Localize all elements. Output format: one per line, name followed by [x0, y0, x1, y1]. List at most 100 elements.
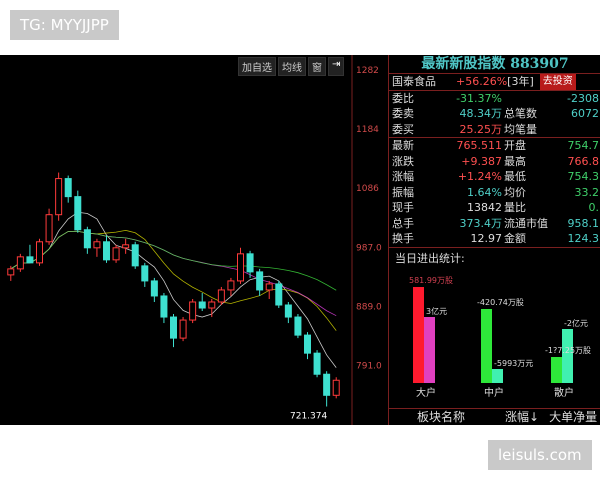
window-button[interactable]: 窗	[308, 57, 326, 76]
quote-row: 换手 12.97 金额 124.3	[389, 231, 600, 247]
index-title: 最新新股指数 883907	[389, 55, 600, 74]
quote-row: 振幅 1.64% 均价 33.2	[389, 185, 600, 201]
period: [3年]	[507, 75, 534, 88]
sector-header: 板块名称 涨幅↓ 大单净量	[389, 408, 600, 425]
add-watchlist-button[interactable]: 加自选	[238, 57, 276, 76]
watermark-bottom: leisuls.com	[488, 440, 592, 470]
candle	[103, 235, 110, 263]
amount-bar	[424, 317, 435, 383]
stock-name[interactable]: 国泰食品	[392, 75, 436, 88]
quote-value-2: 754.3	[567, 170, 600, 183]
quote-label: 振幅	[392, 185, 414, 199]
shares-label: -420.74万股	[477, 298, 524, 307]
quote-value-2: 124.3	[567, 232, 600, 245]
quote-value-2: 766.8	[567, 154, 600, 168]
candle	[112, 244, 120, 263]
candle	[284, 301, 292, 324]
shares-bar	[551, 357, 562, 383]
quote-label-2: 流通市值	[504, 216, 548, 230]
quote-label-2: 均笔量	[504, 122, 537, 136]
candle	[36, 238, 43, 266]
quote-label: 涨跌	[392, 154, 414, 168]
candle	[313, 350, 321, 378]
amount-bar	[492, 369, 503, 383]
quote-value-2: 958.1	[567, 216, 600, 230]
stock-panel: 1282 1184 1086 987.0 889.0 791.0 721.374 加自选 均…	[0, 55, 600, 425]
candle	[227, 277, 235, 296]
quote-row: 总手 373.4万 流通市值 958.1	[389, 216, 600, 232]
shares-bar	[481, 309, 492, 383]
amount-label: -2亿元	[564, 318, 588, 328]
candle	[141, 262, 149, 287]
candle	[160, 292, 168, 324]
quote-label: 总手	[392, 216, 414, 230]
candle	[45, 208, 53, 245]
y-tick-label: 791.0	[356, 362, 382, 372]
quote-value-2: 6072	[571, 107, 599, 120]
quote-row: 涨跌 +9.387 最高 766.8	[389, 154, 600, 170]
header-change[interactable]: 涨幅↓	[505, 410, 540, 424]
quote-label-2: 金额	[504, 232, 526, 245]
quote-value: +1.24%	[457, 170, 502, 183]
quote-value: 13842	[467, 201, 502, 214]
stock-change: +56.26%	[456, 75, 508, 88]
y-tick-label: 1282	[356, 66, 379, 76]
candle	[323, 371, 331, 407]
header-sector-name[interactable]: 板块名称	[417, 410, 466, 424]
moving-average-button[interactable]: 均线	[278, 57, 306, 76]
invest-button[interactable]: 去投资	[539, 74, 576, 90]
candle	[55, 172, 63, 221]
quote-value: 12.97	[470, 232, 503, 245]
quote-value: 1.64%	[467, 185, 502, 199]
header-net-volume[interactable]: 大单净量	[549, 410, 598, 424]
group-name: 大户	[416, 386, 436, 399]
amount-label: 3亿元	[426, 306, 447, 316]
chart-toolbar: 加自选 均线 窗 ⇥	[238, 57, 345, 76]
candle	[74, 190, 82, 233]
candle	[131, 241, 139, 269]
candle	[189, 298, 197, 324]
candle	[179, 317, 187, 342]
candle	[275, 280, 283, 309]
group-name: 中户	[484, 386, 504, 399]
candle	[256, 268, 264, 296]
amount-label: -5993万元	[494, 359, 533, 368]
quote-value: 373.4万	[459, 216, 503, 230]
y-tick-label: 1086	[356, 184, 379, 194]
quote-label: 委卖	[392, 107, 414, 120]
candle	[237, 247, 244, 284]
watermark-top: TG: MYYJJPP	[10, 10, 119, 40]
candle	[26, 244, 34, 264]
candle	[170, 314, 177, 348]
quote-label-2: 均价	[504, 185, 526, 199]
y-tick-label: 1184	[356, 125, 379, 135]
candle	[332, 377, 340, 399]
quote-row: 现手 13842 量比 0.	[389, 200, 600, 216]
shares-label: 581.99万股	[409, 276, 453, 285]
candle	[217, 286, 225, 305]
quote-value: +9.387	[461, 154, 502, 168]
arrow-right-bar-icon[interactable]: ⇥	[328, 57, 345, 76]
candle	[64, 175, 72, 203]
quote-label: 委买	[392, 122, 414, 136]
quote-label-2	[502, 91, 562, 107]
quote-value: 765.511	[456, 139, 503, 152]
quote-value-2: 33.2	[574, 185, 600, 199]
candle	[93, 238, 101, 257]
y-tick-label: 889.0	[356, 303, 382, 313]
quote-label: 涨幅	[392, 170, 414, 183]
quote-label: 换手	[392, 232, 414, 245]
quote-label-2: 最低	[504, 170, 526, 183]
low-label: 721.374	[290, 412, 327, 422]
candle	[16, 253, 24, 272]
quote-row: 委买 25.25万 均笔量	[389, 122, 600, 138]
quote-row: 委卖 48.34万 总笔数 6072	[389, 106, 600, 122]
quote-value-2: -2308	[567, 91, 599, 105]
quote-value: -31.37%	[456, 91, 502, 105]
group-name: 散户	[554, 386, 574, 399]
quote-value-2: 0.	[588, 201, 600, 214]
quote-value-2: 754.7	[567, 139, 600, 152]
